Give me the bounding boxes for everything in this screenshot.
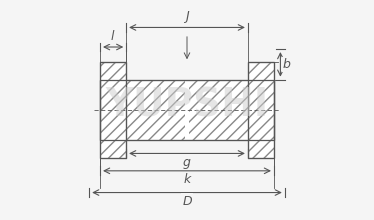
Bar	[100, 62, 126, 158]
Text: D: D	[182, 195, 192, 208]
Bar	[189, 80, 248, 140]
Bar	[100, 62, 126, 158]
Text: l: l	[110, 30, 114, 43]
Text: g: g	[183, 156, 191, 169]
Bar	[248, 62, 274, 158]
Bar	[248, 62, 274, 158]
Text: k: k	[183, 173, 191, 186]
Text: J: J	[185, 10, 189, 23]
Bar	[126, 80, 185, 140]
Bar	[248, 62, 274, 158]
Bar	[100, 80, 274, 140]
Bar	[100, 62, 126, 158]
Text: b: b	[283, 58, 291, 71]
Bar	[100, 80, 274, 140]
Text: YUPSHI: YUPSHI	[105, 87, 269, 125]
